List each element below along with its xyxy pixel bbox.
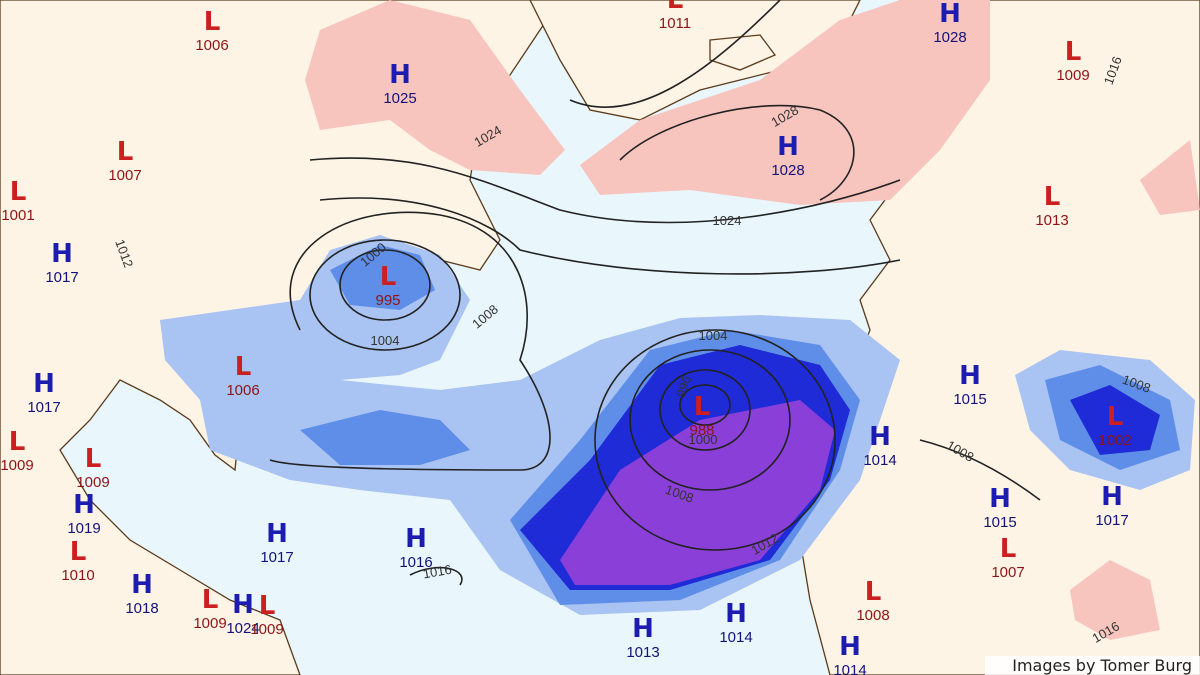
pressure-center-value: 1001 (1, 207, 34, 224)
pressure-center-letter: H (939, 0, 961, 29)
pressure-center-value: 1018 (125, 600, 158, 617)
pressure-center-value: 1013 (1035, 212, 1068, 229)
pressure-center-letter: L (865, 577, 882, 607)
pressure-center-letter: H (266, 519, 288, 549)
pressure-center-letter: L (259, 591, 276, 621)
pressure-center-value: 1009 (76, 474, 109, 491)
isobar-label: 1000 (689, 432, 718, 447)
pressure-center-letter: H (869, 422, 891, 452)
isobar-label: 1004 (699, 328, 728, 343)
pressure-center-letter: L (85, 444, 102, 474)
isobar-label: 1016 (422, 562, 453, 582)
pressure-center-value: 1014 (833, 662, 866, 675)
pressure-center-letter: L (694, 392, 711, 422)
pressure-center-letter: L (204, 7, 221, 37)
high-shading (1140, 140, 1200, 215)
pressure-center-letter: L (202, 585, 219, 615)
pressure-center-value: 1019 (67, 520, 100, 537)
pressure-center-letter: L (70, 537, 87, 567)
pressure-center-value: 1009 (193, 615, 226, 632)
isobar-label: 996 (673, 374, 695, 400)
pressure-center-value: 1009 (1056, 67, 1089, 84)
credit: Images by Tomer Burg (1012, 656, 1192, 675)
pressure-center-letter: L (235, 352, 252, 382)
pressure-center-value: 1006 (195, 37, 228, 54)
pressure-center-value: 1015 (953, 391, 986, 408)
pressure-center-letter: L (10, 177, 27, 207)
pressure-center-value: 1017 (260, 549, 293, 566)
isobar-label: 1004 (371, 333, 400, 348)
pressure-center-value: 1028 (933, 29, 966, 46)
pressure-center-value: 1017 (27, 399, 60, 416)
precip-heavy (1070, 385, 1160, 455)
pressure-center-letter: H (73, 490, 95, 520)
pressure-center-letter: L (380, 262, 397, 292)
pressure-center-letter: H (389, 60, 411, 90)
pressure-center-value: 1002 (1098, 432, 1131, 449)
pressure-center-value: 995 (375, 292, 400, 309)
greenland (529, 0, 861, 121)
high-shading (1070, 560, 1160, 640)
pressure-center-value: 1013 (626, 644, 659, 661)
pressure-center-value: 1014 (719, 629, 752, 646)
pressure-center-value: 1017 (45, 269, 78, 286)
isobar-label: 1024 (713, 213, 742, 228)
pressure-center-value: 1015 (983, 514, 1016, 531)
pressure-center-value: 1007 (991, 564, 1024, 581)
pressure-center-value: 1008 (856, 607, 889, 624)
pressure-center-letter: H (405, 524, 427, 554)
pressure-center-letter: L (1044, 182, 1061, 212)
pressure-center-value: 1028 (771, 162, 804, 179)
pressure-center-value: 1009 (0, 457, 33, 474)
pressure-center-letter: H (959, 361, 981, 391)
iceland (709, 34, 777, 71)
pressure-center-letter: L (667, 0, 684, 15)
pressure-center-letter: L (1000, 534, 1017, 564)
pressure-center-letter: H (725, 599, 747, 629)
pressure-center-letter: L (117, 137, 134, 167)
precip-moderate (330, 245, 435, 310)
pressure-center-letter: H (131, 570, 153, 600)
pressure-center-letter: L (1065, 37, 1082, 67)
pressure-center-value: 1024 (226, 620, 259, 637)
pressure-center-letter: L (1107, 402, 1124, 432)
pressure-center-letter: H (632, 614, 654, 644)
pressure-center-letter: H (989, 484, 1011, 514)
isobars (269, 0, 1041, 586)
pressure-center-value: 1010 (61, 567, 94, 584)
high-shading (580, 0, 990, 205)
pressure-center-value: 1025 (383, 90, 416, 107)
pressure-center-letter: H (232, 590, 254, 620)
high-shading (305, 0, 565, 175)
pressure-center-value: 1016 (399, 554, 432, 571)
pressure-center-letter: H (51, 239, 73, 269)
pressure-center-value: 1006 (226, 382, 259, 399)
pressure-center-value: 1011 (659, 15, 691, 32)
pressure-center-letter: H (33, 369, 55, 399)
pressure-center-letter: H (839, 632, 861, 662)
pressure-center-letter: L (9, 427, 26, 457)
pressure-center-value: 988 (689, 422, 714, 439)
pressure-center-letter: H (777, 132, 799, 162)
pressure-center-value: 1014 (863, 452, 896, 469)
pressure-center-value: 1017 (1095, 512, 1128, 529)
pressure-center-letter: H (1101, 482, 1123, 512)
credit-box (985, 656, 1200, 675)
pressure-center-value: 1009 (250, 621, 283, 638)
precip-moderate (300, 410, 470, 465)
pressure-center-value: 1007 (108, 167, 141, 184)
